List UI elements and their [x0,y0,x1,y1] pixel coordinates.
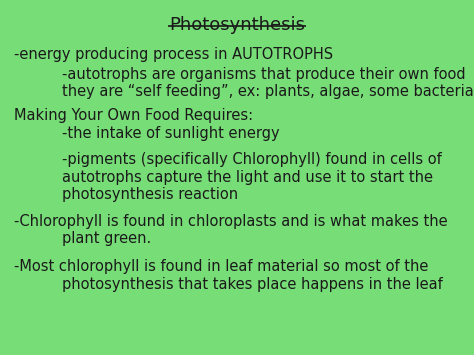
Text: they are “self feeding”, ex: plants, algae, some bacteria: they are “self feeding”, ex: plants, alg… [62,84,474,99]
Text: photosynthesis that takes place happens in the leaf: photosynthesis that takes place happens … [62,277,442,292]
Text: Making Your Own Food Requires:: Making Your Own Food Requires: [14,108,253,123]
Text: -autotrophs are organisms that produce their own food: -autotrophs are organisms that produce t… [62,67,465,82]
Text: -the intake of sunlight energy: -the intake of sunlight energy [62,126,279,141]
Text: photosynthesis reaction: photosynthesis reaction [62,187,238,202]
Text: -Chlorophyll is found in chloroplasts and is what makes the: -Chlorophyll is found in chloroplasts an… [14,214,448,229]
Text: -pigments (specifically Chlorophyll) found in cells of: -pigments (specifically Chlorophyll) fou… [62,152,441,167]
Text: -Most chlorophyll is found in leaf material so most of the: -Most chlorophyll is found in leaf mater… [14,259,428,274]
Text: Photosynthesis: Photosynthesis [169,16,305,34]
Text: -energy producing process in AUTOTROPHS: -energy producing process in AUTOTROPHS [14,47,333,62]
Text: plant green.: plant green. [62,231,151,246]
Text: autotrophs capture the light and use it to start the: autotrophs capture the light and use it … [62,170,433,185]
